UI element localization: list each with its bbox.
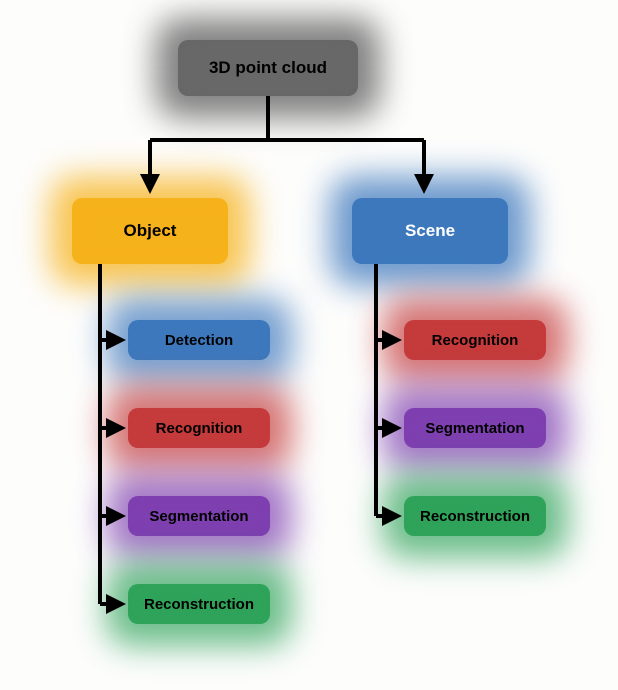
edges (0, 0, 618, 690)
